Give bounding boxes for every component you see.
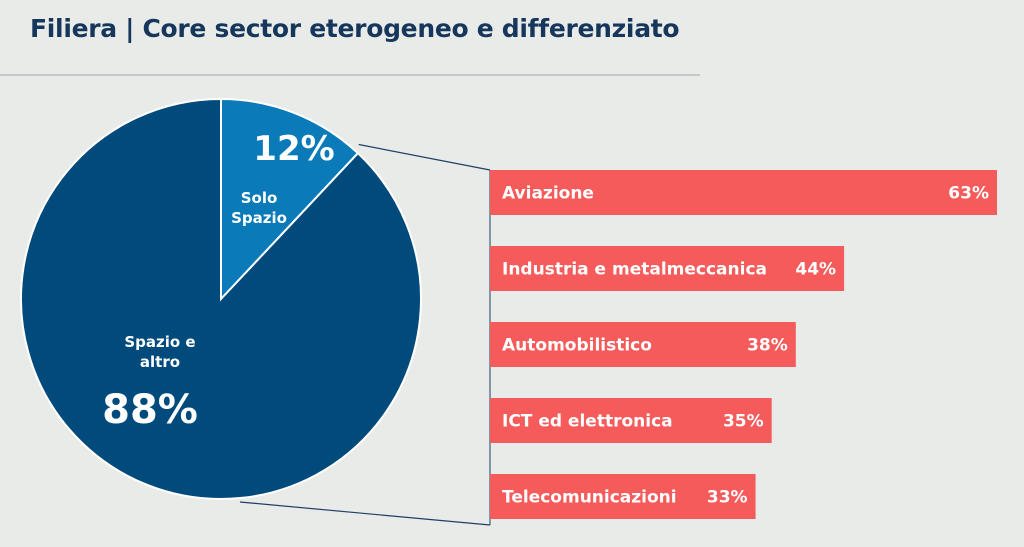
pie-slice-label: Solo Spazio — [231, 189, 287, 227]
pie-value-label: 12% — [253, 129, 334, 169]
bar-category-label: Industria e metalmeccanica — [502, 260, 767, 280]
pie-slice-spazio-e-altro — [20, 97, 422, 500]
bar-value-label: 44% — [795, 260, 836, 280]
connector-line-top — [358, 143, 491, 171]
bar — [490, 246, 845, 291]
pie-value-label: 88% — [102, 387, 198, 433]
bar-category-label: Aviazione — [502, 184, 594, 204]
bar-value-label: 35% — [723, 412, 764, 432]
bar — [490, 170, 997, 215]
pie-slice-label: Spazio e altro — [124, 333, 195, 371]
bar-category-label: Telecomunicazioni — [502, 488, 677, 508]
pie-chart: 12% Solo Spazio Spazio e altro 88% — [20, 97, 422, 500]
page-title: Filiera | Core sector eterogeneo e diffe… — [30, 14, 680, 43]
bar-value-label: 63% — [948, 184, 989, 204]
bar — [490, 398, 772, 443]
bar-value-label: 33% — [707, 488, 748, 508]
bar — [490, 322, 796, 367]
bar — [490, 474, 756, 519]
bar-category-label: Automobilistico — [502, 336, 652, 356]
bar-category-label: ICT ed elettronica — [502, 412, 673, 432]
pie-slice-solo-spazio — [220, 97, 360, 302]
bar-value-label: 38% — [747, 336, 788, 356]
connector-line-bottom — [239, 501, 491, 526]
bar-chart: Aviazione 63% Industria e metalmeccanica 44… — [490, 170, 997, 519]
title-divider — [0, 74, 700, 76]
